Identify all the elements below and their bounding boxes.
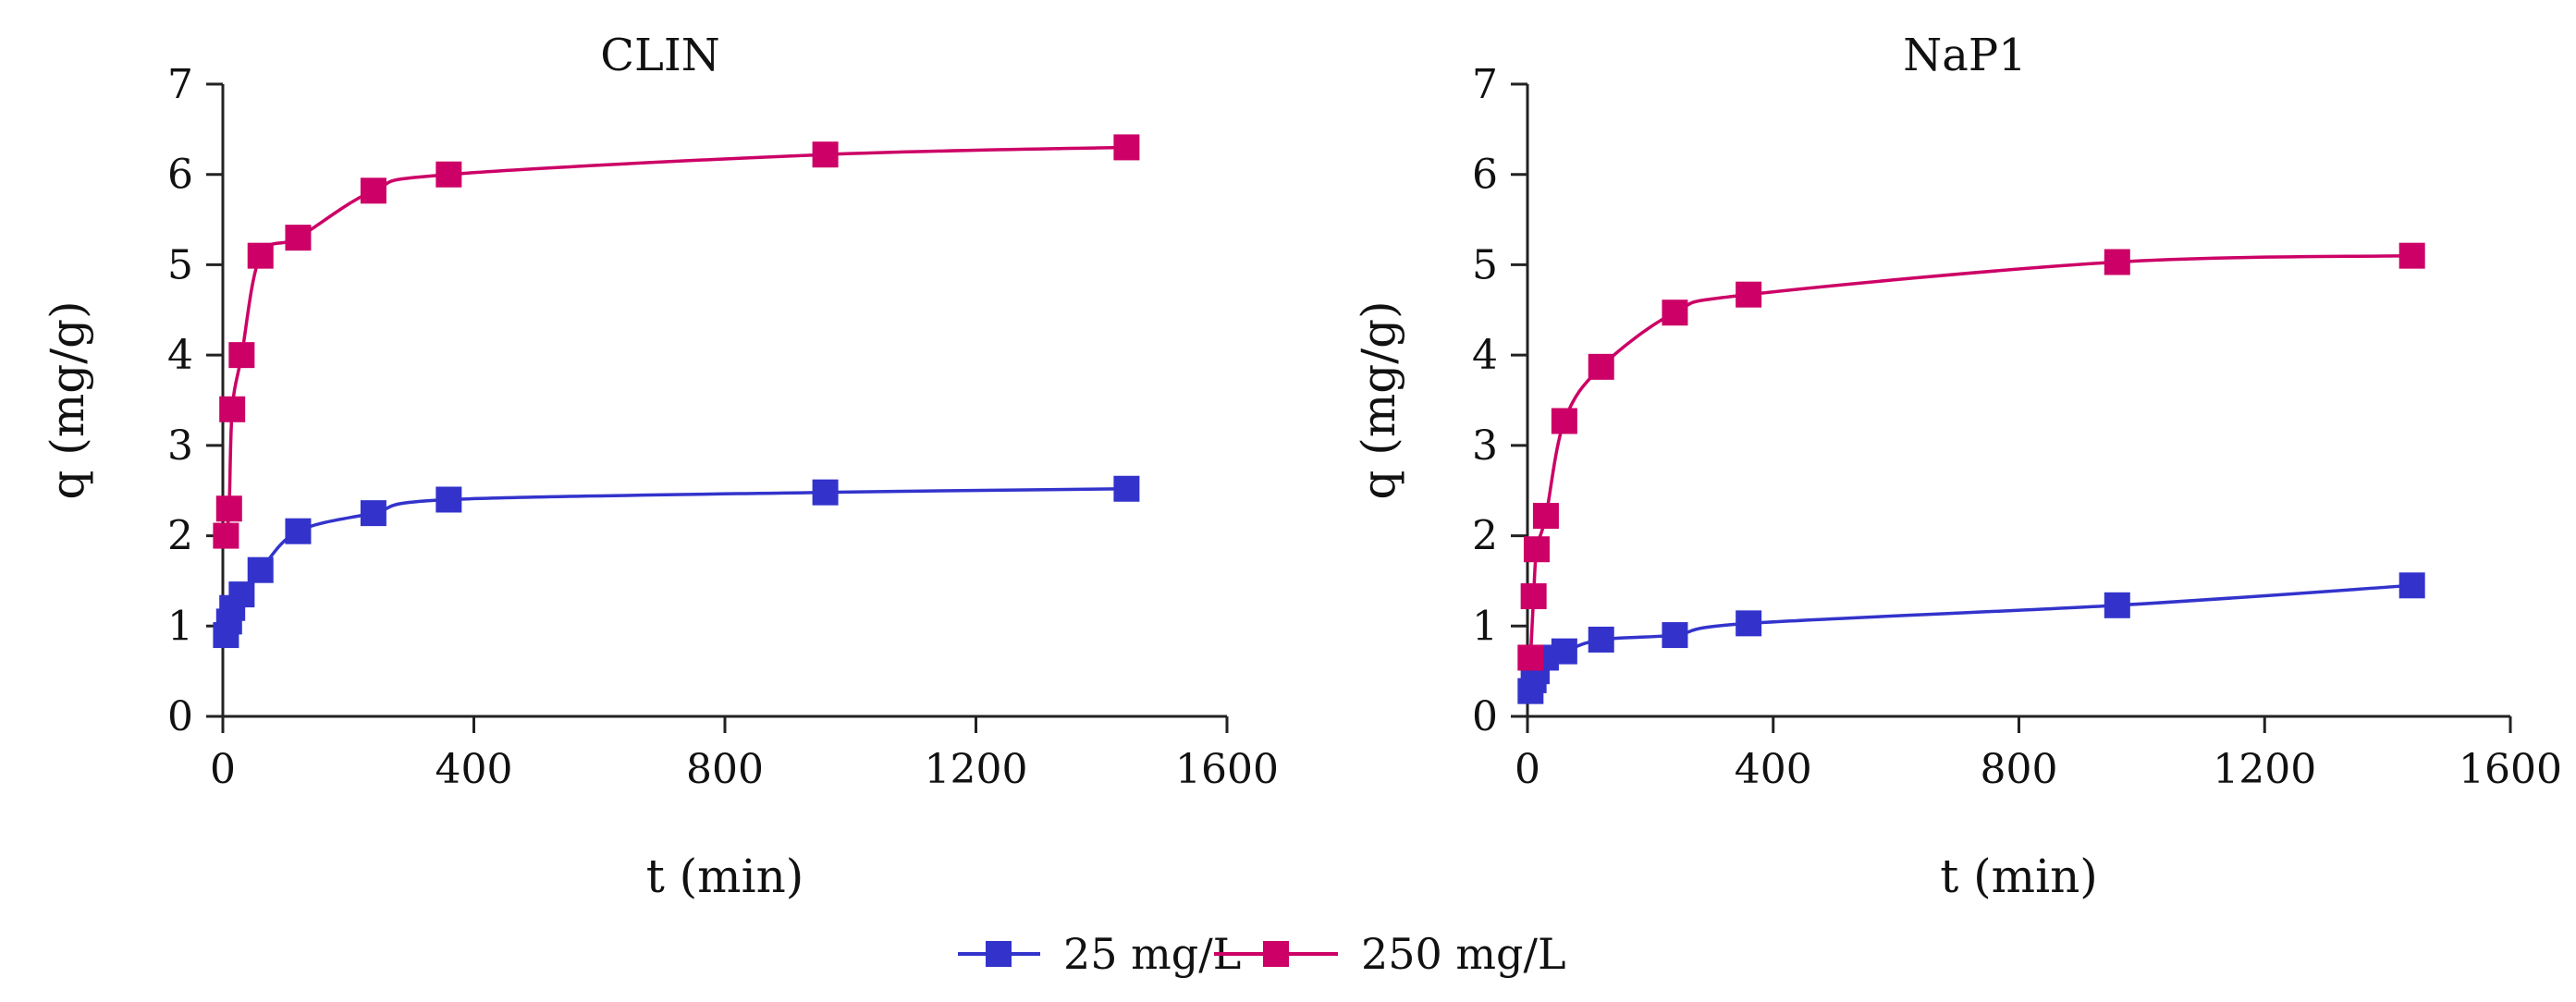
chart-nap1: 0 1 2 3 4 5 6 7 0 400 800 1200 1600 NaP1 t (min) q (mg/… (1352, 30, 2562, 903)
data-point-25 (2398, 572, 2425, 599)
chart-title: CLIN (600, 30, 720, 81)
legend: 25 mg/L 250 mg/L (958, 929, 1566, 979)
data-point-25 (228, 581, 255, 608)
y-tick-label: 6 (167, 152, 193, 199)
data-point-25 (435, 486, 462, 513)
chart-clin: 0 1 2 3 4 5 6 7 0 400 800 1200 1600 CLIN t (min) q (mg/… (41, 30, 1279, 903)
data-point-250 (1532, 503, 1559, 530)
data-point-250 (1551, 408, 1577, 434)
y-tick-label: 0 (167, 693, 193, 740)
x-tick-label: 400 (1735, 746, 1812, 793)
legend-marker-250 (1263, 941, 1289, 967)
series-line-250 (224, 145, 1127, 536)
data-point-250 (435, 161, 462, 188)
data-point-250 (1588, 353, 1614, 380)
data-point-250 (285, 225, 312, 251)
x-tick-label: 400 (435, 746, 513, 793)
x-tick-label: 0 (1515, 746, 1540, 793)
y-tick-label: 0 (1472, 693, 1498, 740)
x-tick-label: 0 (210, 746, 236, 793)
data-point-250 (228, 342, 255, 369)
data-point-250 (812, 141, 839, 168)
data-point-25 (812, 479, 839, 506)
x-tick-label: 1200 (2213, 746, 2316, 793)
data-point-250 (219, 396, 246, 422)
data-point-250 (1520, 583, 1547, 610)
data-point-250 (213, 522, 239, 549)
y-tick-label: 1 (167, 603, 193, 650)
data-point-25 (2104, 592, 2130, 618)
data-point-250 (2398, 242, 2425, 269)
x-axis-label: t (min) (1940, 849, 2098, 903)
x-tick-label: 800 (686, 746, 764, 793)
data-point-250 (2104, 249, 2130, 275)
data-point-250 (215, 495, 242, 522)
y-tick-label: 5 (167, 241, 193, 288)
y-axis-label: q (mg/g) (41, 300, 94, 499)
x-tick-label: 1600 (2459, 746, 2562, 793)
y-tick-label: 2 (167, 513, 193, 560)
data-point-250 (360, 177, 386, 204)
x-tick-label: 1200 (925, 746, 1028, 793)
data-point-25 (247, 556, 274, 583)
chart-title: NaP1 (1903, 30, 2026, 81)
data-point-25 (360, 500, 386, 527)
data-point-250 (1113, 134, 1140, 161)
legend-marker-25 (986, 941, 1012, 967)
data-point-250 (1517, 644, 1544, 671)
x-tick-label: 800 (1981, 746, 2058, 793)
y-tick-label: 7 (1472, 61, 1498, 108)
y-tick-label: 4 (167, 332, 193, 379)
y-tick-label: 6 (1472, 152, 1498, 199)
x-tick-label: 1600 (1175, 746, 1279, 793)
data-point-25 (1113, 475, 1140, 502)
data-point-25 (285, 518, 312, 544)
y-tick-label: 5 (1472, 241, 1498, 288)
legend-label-250: 250 mg/L (1361, 929, 1566, 979)
y-axis-label: q (mg/g) (1352, 300, 1405, 499)
legend-label-25: 25 mg/L (1063, 929, 1241, 979)
data-point-25 (1588, 626, 1614, 653)
data-point-25 (1662, 622, 1688, 649)
data-point-25 (1551, 638, 1577, 665)
x-axis-label: t (min) (646, 849, 804, 903)
y-tick-label: 7 (167, 61, 193, 108)
y-tick-label: 2 (1472, 513, 1498, 560)
data-point-250 (1662, 299, 1688, 326)
y-tick-label: 3 (167, 422, 193, 470)
y-tick-label: 3 (1472, 422, 1498, 470)
data-point-25 (1736, 610, 1762, 637)
data-point-250 (247, 242, 274, 269)
y-tick-label: 1 (1472, 603, 1498, 650)
y-tick-label: 4 (1472, 332, 1498, 379)
data-point-250 (1523, 536, 1550, 563)
data-point-250 (1736, 281, 1762, 308)
